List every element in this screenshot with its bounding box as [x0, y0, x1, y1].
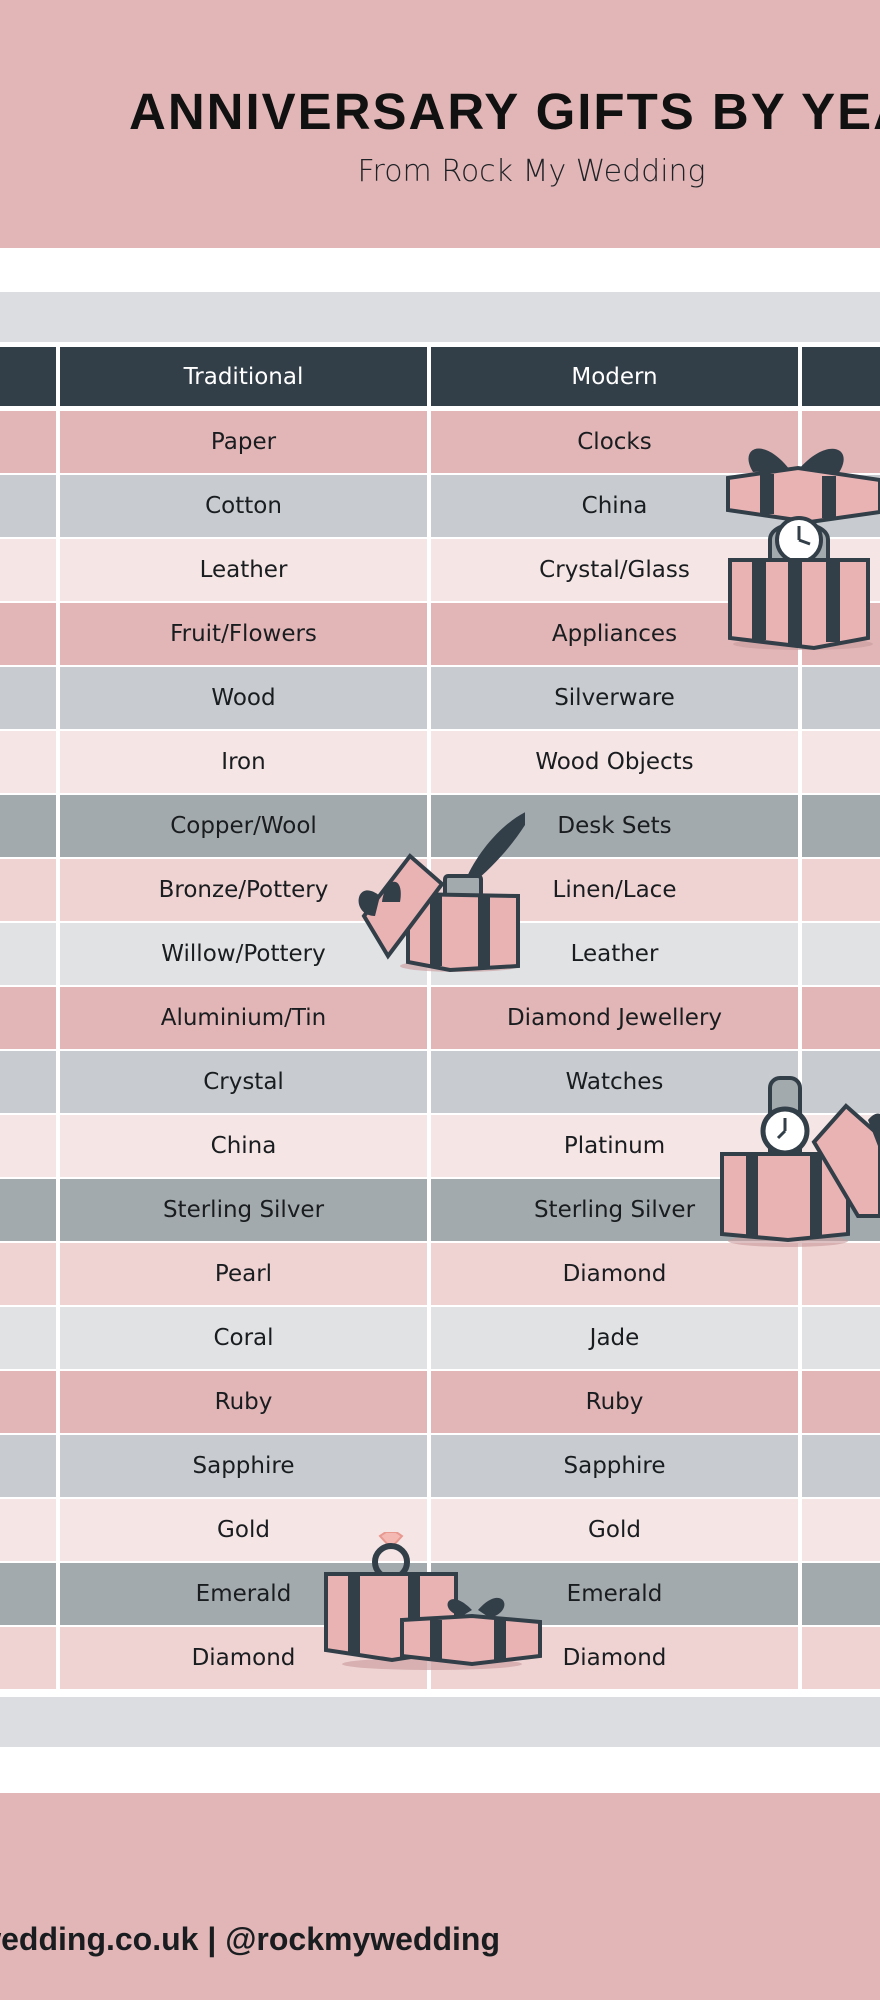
cell-traditional: Coral	[213, 1325, 274, 1351]
cell-traditional: China	[210, 1133, 277, 1159]
cell-traditional: Bronze/Pottery	[158, 877, 329, 903]
cell-modern: China	[581, 493, 648, 519]
table-row: Ruby Ruby	[0, 1371, 880, 1433]
header-cell-modern: Modern	[431, 347, 798, 406]
cell-traditional: Diamond	[191, 1645, 296, 1671]
cell-modern: Wood Objects	[535, 749, 694, 775]
header-cell-extra	[802, 347, 880, 406]
cell-traditional: Cotton	[205, 493, 282, 519]
cell-traditional: Crystal	[203, 1069, 284, 1095]
cell-modern: Diamond	[562, 1645, 667, 1671]
gift-box-ring-icon	[324, 1532, 542, 1670]
cell-traditional: Fruit/Flowers	[170, 621, 317, 647]
cell-traditional: Wood	[211, 685, 276, 711]
table-row: Copper/Wool Desk Sets	[0, 795, 880, 857]
table-row: Coral Jade	[0, 1307, 880, 1369]
table-top-band	[0, 292, 880, 342]
cell-traditional: Copper/Wool	[170, 813, 317, 839]
cell-traditional: Willow/Pottery	[161, 941, 326, 967]
column-divider	[56, 342, 60, 1697]
cell-modern: Jade	[589, 1325, 640, 1351]
cell-modern: Gold	[588, 1517, 641, 1543]
cell-modern: Emerald	[566, 1581, 663, 1607]
column-divider	[427, 342, 431, 1697]
cell-traditional: Paper	[210, 429, 277, 455]
gift-box-clock-icon	[726, 448, 880, 651]
cell-traditional: Aluminium/Tin	[160, 1005, 327, 1031]
cell-modern: Leather	[570, 941, 659, 967]
cell-traditional: Emerald	[195, 1581, 292, 1607]
cell-traditional: Iron	[221, 749, 266, 775]
table-row: Bronze/Pottery Linen/Lace	[0, 859, 880, 921]
table-row: Crystal Watches	[0, 1051, 880, 1113]
footer-banner: wedding.co.uk | @rockmywedding	[0, 1793, 880, 2000]
cell-modern: Sterling Silver	[533, 1197, 696, 1223]
cell-traditional: Sterling Silver	[162, 1197, 325, 1223]
cell-modern: Watches	[565, 1069, 664, 1095]
table-row: Wood Silverware	[0, 667, 880, 729]
cell-traditional: Leather	[199, 557, 288, 583]
cell-modern: Sapphire	[563, 1453, 666, 1479]
cell-modern: Ruby	[585, 1389, 644, 1415]
cell-modern: Crystal/Glass	[539, 557, 690, 583]
table-row: Gold Gold	[0, 1499, 880, 1561]
page-title: ANNIVERSARY GIFTS BY YEA	[129, 83, 880, 140]
table-row: Sapphire Sapphire	[0, 1435, 880, 1497]
cell-modern: Silverware	[554, 685, 675, 711]
cell-traditional: Gold	[217, 1517, 270, 1543]
cell-modern: Desk Sets	[557, 813, 672, 839]
cell-modern: Appliances	[551, 621, 678, 647]
cell-traditional: Ruby	[214, 1389, 273, 1415]
column-divider	[798, 342, 802, 1697]
header-banner: ANNIVERSARY GIFTS BY YEA From Rock My We…	[0, 0, 880, 248]
table-bottom-band	[0, 1697, 880, 1747]
table-row: Paper Clocks	[0, 411, 880, 473]
header-cell-traditional: Traditional	[60, 347, 427, 406]
cell-traditional: Pearl	[214, 1261, 273, 1287]
cell-traditional: Sapphire	[192, 1453, 295, 1479]
cell-modern: Diamond Jewellery	[506, 1005, 723, 1031]
footer-social-text: wedding.co.uk | @rockmywedding	[0, 1921, 500, 1957]
gift-box-watch-icon	[720, 1076, 880, 1247]
cell-modern: Linen/Lace	[552, 877, 677, 903]
cell-modern: Clocks	[577, 429, 652, 455]
table-row: Pearl Diamond	[0, 1243, 880, 1305]
table-row: Iron Wood Objects	[0, 731, 880, 793]
header-cell-year	[0, 347, 56, 406]
table-row: Aluminium/Tin Diamond Jewellery	[0, 987, 880, 1049]
gift-box-quill-icon	[358, 812, 525, 973]
cell-modern: Diamond	[562, 1261, 667, 1287]
page-subtitle: From Rock My Wedding	[357, 154, 706, 189]
cell-modern: Platinum	[563, 1133, 666, 1159]
